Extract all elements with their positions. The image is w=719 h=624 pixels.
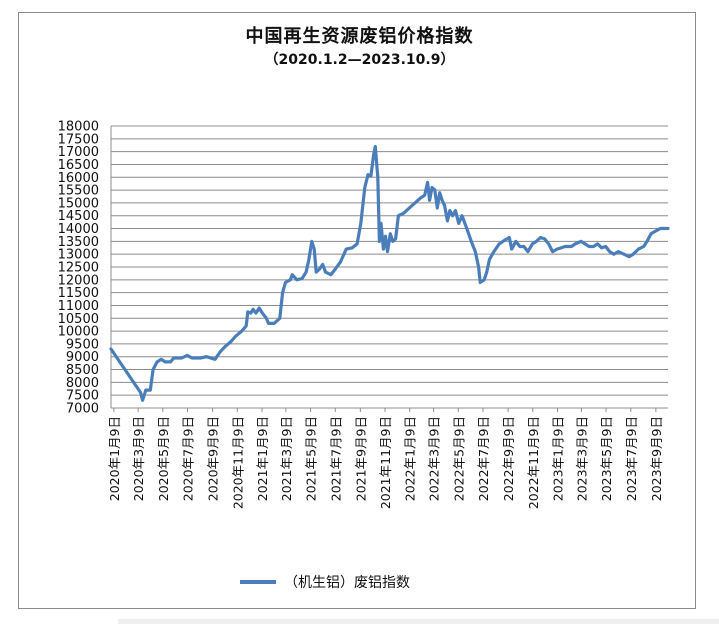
x-tick-label: 2021年3月9日 bbox=[279, 416, 294, 501]
y-tick-label: 11000 bbox=[58, 299, 99, 314]
x-tick-label: 2020年9月9日 bbox=[206, 416, 221, 501]
y-tick-label: 7000 bbox=[66, 402, 99, 417]
grid-lines bbox=[110, 125, 668, 412]
x-tick-label: 2023年7月9日 bbox=[624, 416, 639, 501]
y-tick-label: 7500 bbox=[66, 389, 99, 404]
legend-swatch bbox=[240, 580, 276, 584]
x-tick-labels: 2020年1月9日 2020年3月9日 2020年5月9日 2020年7月9日 2020… bbox=[107, 416, 664, 509]
x-tick-label: 2023年5月9日 bbox=[599, 416, 614, 501]
y-tick-label: 16500 bbox=[58, 158, 99, 173]
chart-frame bbox=[18, 12, 696, 609]
x-tick-label: 2022年11月9日 bbox=[526, 416, 541, 509]
x-tick-label: 2022年7月9日 bbox=[476, 416, 491, 501]
y-tick-label: 8500 bbox=[66, 363, 99, 378]
x-tick-label: 2023年9月9日 bbox=[649, 416, 664, 501]
x-tick-label: 2021年5月9日 bbox=[304, 416, 319, 501]
x-tick-label: 2023年1月9日 bbox=[550, 416, 565, 501]
series-layer bbox=[109, 144, 670, 402]
y-tick-label: 18000 bbox=[58, 120, 99, 135]
x-tick-label: 2020年3月9日 bbox=[131, 416, 146, 501]
y-tick-label: 14500 bbox=[58, 209, 99, 224]
x-tick-label: 2022年1月9日 bbox=[403, 416, 418, 501]
x-tick-label: 2023年3月9日 bbox=[574, 416, 589, 501]
y-tick-label: 11500 bbox=[58, 286, 99, 301]
series-line bbox=[109, 144, 670, 402]
y-tick-label: 8000 bbox=[66, 376, 99, 391]
y-tick-label: 9000 bbox=[66, 350, 99, 365]
y-tick-label: 12500 bbox=[58, 261, 99, 276]
y-tick-label: 10500 bbox=[58, 312, 99, 327]
bottom-strip bbox=[118, 619, 719, 624]
y-tick-label: 13500 bbox=[58, 235, 99, 250]
y-tick-label: 17000 bbox=[58, 145, 99, 160]
y-tick-label: 14000 bbox=[58, 222, 99, 237]
x-tick-label: 2021年11月9日 bbox=[378, 416, 393, 509]
x-tick-label: 2021年9月9日 bbox=[353, 416, 368, 501]
chart-subtitle: （2020.1.2—2023.10.9） bbox=[264, 52, 455, 68]
y-tick-label: 16000 bbox=[58, 171, 99, 186]
x-tick-label: 2020年1月9日 bbox=[107, 416, 122, 501]
y-tick-labels: 7000750080008500900095001000010500110001… bbox=[58, 120, 99, 417]
y-tick-label: 15000 bbox=[58, 196, 99, 211]
chart-title: 中国再生资源废铝价格指数 bbox=[245, 26, 474, 47]
legend: （机生铝）废铝指数 bbox=[240, 572, 410, 592]
y-tick-label: 15500 bbox=[58, 184, 99, 199]
x-tick-label: 2022年5月9日 bbox=[451, 416, 466, 501]
y-tick-label: 17500 bbox=[58, 132, 99, 147]
x-tick-label: 2020年7月9日 bbox=[181, 416, 196, 501]
y-tick-label: 9500 bbox=[66, 337, 99, 352]
legend-label: （机生铝）废铝指数 bbox=[284, 575, 410, 591]
y-tick-label: 13000 bbox=[58, 248, 99, 263]
x-tick-label: 2021年7月9日 bbox=[328, 416, 343, 501]
x-tick-label: 2020年5月9日 bbox=[156, 416, 171, 501]
y-tick-label: 10000 bbox=[58, 325, 99, 340]
x-tick-label: 2022年9月9日 bbox=[501, 416, 516, 501]
x-tick-label: 2020年11月9日 bbox=[230, 416, 245, 509]
x-tick-label: 2022年3月9日 bbox=[427, 416, 442, 501]
y-tick-label: 12000 bbox=[58, 273, 99, 288]
x-tick-label: 2021年1月9日 bbox=[255, 416, 270, 501]
